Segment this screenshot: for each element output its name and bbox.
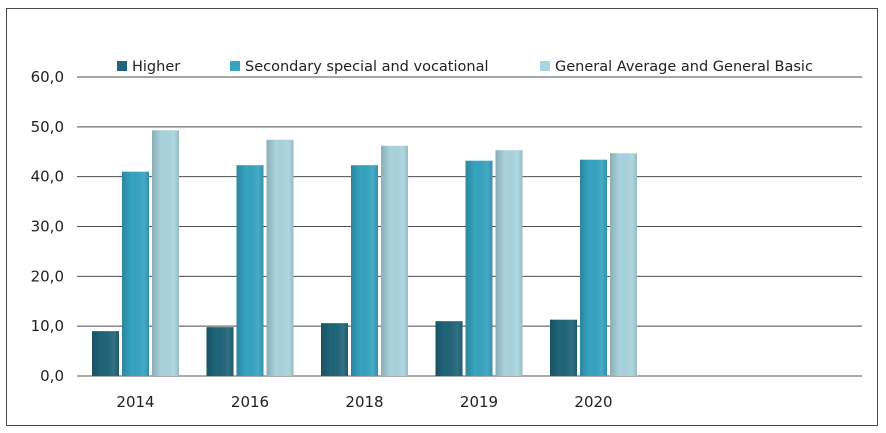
legend-item: Higher <box>117 59 180 75</box>
legend-swatch <box>540 61 550 71</box>
bars <box>92 130 637 376</box>
y-tick-label: 60,0 <box>31 68 64 86</box>
legend-swatch <box>117 61 127 71</box>
x-axis: 2014 2016 2018 2019 2020 <box>116 393 612 411</box>
bar <box>381 145 408 376</box>
bar-shading <box>610 153 637 376</box>
bar <box>351 165 378 376</box>
bar <box>122 171 149 376</box>
bar-shading <box>580 159 607 376</box>
bar <box>152 130 179 376</box>
y-tick-label: 0,0 <box>40 367 64 385</box>
legend-swatch <box>230 61 240 71</box>
bar-shading <box>206 327 234 376</box>
bar-shading <box>321 323 348 376</box>
y-tick-label: 40,0 <box>31 168 64 186</box>
y-tick-label: 30,0 <box>31 218 64 236</box>
bar <box>206 327 234 376</box>
bar-shading <box>381 145 408 376</box>
bar-shading <box>266 139 294 376</box>
bar-shading <box>495 150 523 376</box>
legend: Higher Secondary special and vocational Ge… <box>117 59 813 75</box>
x-tick-label: 2019 <box>460 393 498 411</box>
bar <box>610 153 637 376</box>
bar <box>580 159 607 376</box>
bar <box>266 139 294 376</box>
y-tick-label: 10,0 <box>31 317 64 335</box>
bar <box>92 331 119 376</box>
bar <box>550 319 577 376</box>
bar-shading <box>152 130 179 376</box>
bar <box>495 150 523 376</box>
y-tick-label: 50,0 <box>31 118 64 136</box>
bar-shading <box>550 319 577 376</box>
x-tick-label: 2018 <box>345 393 383 411</box>
bar <box>465 160 493 376</box>
legend-item: Secondary special and vocational <box>230 59 489 75</box>
bar-shading <box>465 160 493 376</box>
legend-label: General Average and General Basic <box>555 59 813 75</box>
bar-shading <box>122 171 149 376</box>
x-tick-label: 2016 <box>231 393 269 411</box>
y-axis: 0,0 10,0 20,0 30,0 40,0 50,0 60,0 <box>31 68 64 385</box>
x-tick-label: 2020 <box>574 393 612 411</box>
y-tick-label: 20,0 <box>31 267 64 285</box>
legend-item: General Average and General Basic <box>540 59 813 75</box>
bar <box>236 165 264 376</box>
chart-frame <box>6 8 878 426</box>
bar-shading <box>236 165 264 376</box>
bar <box>321 323 348 376</box>
legend-label: Higher <box>132 59 180 75</box>
bar-shading <box>435 321 463 376</box>
bar-shading <box>351 165 378 376</box>
legend-label: Secondary special and vocational <box>245 59 489 75</box>
x-tick-label: 2014 <box>116 393 154 411</box>
gridlines <box>77 76 862 377</box>
bar-shading <box>92 331 119 376</box>
bar <box>435 321 463 376</box>
